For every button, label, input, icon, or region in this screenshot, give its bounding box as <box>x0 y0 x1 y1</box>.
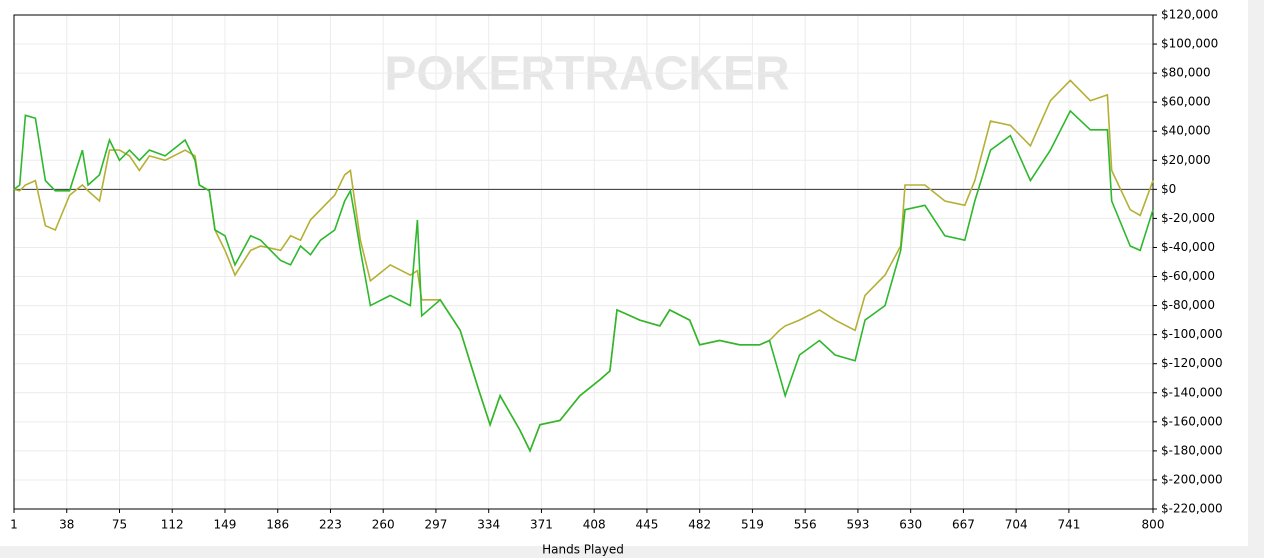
x-tick-label: 186 <box>266 518 289 532</box>
x-tick-label: 297 <box>425 518 448 532</box>
x-tick-label: 741 <box>1057 518 1080 532</box>
x-tick-label: 704 <box>1005 518 1028 532</box>
x-tick-label: 667 <box>952 518 975 532</box>
x-tick-label: 519 <box>741 518 764 532</box>
y-tick-label: $-80,000 <box>1161 298 1215 312</box>
y-tick-label: $-40,000 <box>1161 240 1215 254</box>
x-tick-label: 260 <box>372 518 395 532</box>
y-tick-label: $-140,000 <box>1161 385 1223 399</box>
x-tick-label: 1 <box>10 518 18 532</box>
y-tick-label: $80,000 <box>1161 66 1211 80</box>
y-tick-label: $120,000 <box>1161 8 1218 22</box>
x-tick-label: 408 <box>583 518 606 532</box>
y-tick-label: $0 <box>1161 182 1176 196</box>
y-tick-label: $-220,000 <box>1161 502 1223 516</box>
y-tick-label: $20,000 <box>1161 153 1211 167</box>
y-tick-label: $60,000 <box>1161 95 1211 109</box>
x-tick-label: 482 <box>688 518 711 532</box>
x-tick-label: 630 <box>899 518 922 532</box>
x-tick-label: 800 <box>1142 518 1165 532</box>
series-line <box>13 109 1154 453</box>
y-tick-label: $-180,000 <box>1161 443 1223 457</box>
x-tick-label: 112 <box>161 518 184 532</box>
x-tick-label: 38 <box>59 518 74 532</box>
y-tick-label: $40,000 <box>1161 124 1211 138</box>
y-tick-label: $-100,000 <box>1161 327 1223 341</box>
x-tick-label: 149 <box>214 518 237 532</box>
x-tick-label: 593 <box>846 518 869 532</box>
x-tick-label: 556 <box>794 518 817 532</box>
y-tick-label: $-160,000 <box>1161 414 1223 428</box>
chart-background <box>0 0 1248 546</box>
x-tick-label: 445 <box>635 518 658 532</box>
x-tick-label: 371 <box>530 518 553 532</box>
y-tick-label: $-200,000 <box>1161 472 1223 486</box>
y-tick-label: $-20,000 <box>1161 211 1215 225</box>
plot-frame <box>13 14 1154 510</box>
watermark: POKERTRACKER <box>384 48 789 101</box>
y-tick-label: $100,000 <box>1161 37 1218 51</box>
y-tick-label: $-120,000 <box>1161 356 1223 370</box>
x-tick-label: 75 <box>112 518 127 532</box>
x-tick-label: 223 <box>319 518 342 532</box>
x-tick-label: 334 <box>477 518 500 532</box>
y-tick-label: $-60,000 <box>1161 269 1215 283</box>
x-axis-label: Hands Played <box>542 543 624 557</box>
